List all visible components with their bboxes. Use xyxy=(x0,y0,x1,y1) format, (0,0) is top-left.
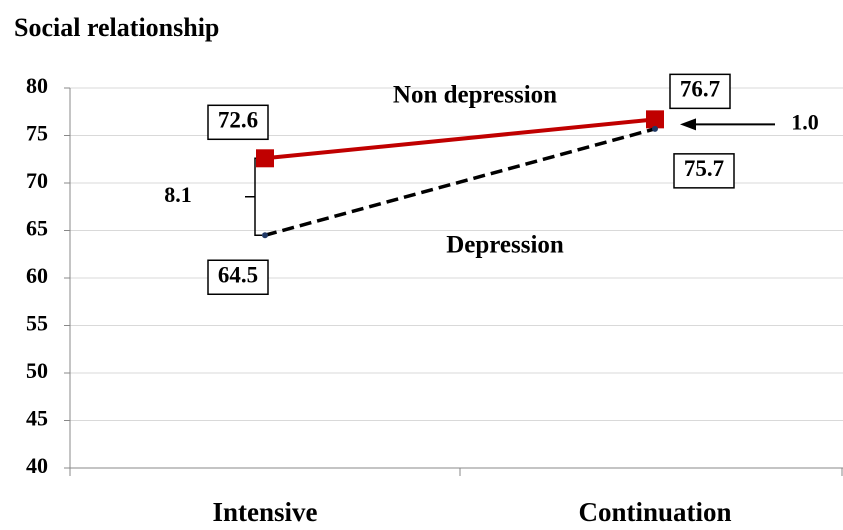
annotation: 8.1 xyxy=(164,182,192,207)
annotation: 1.0 xyxy=(791,109,819,134)
data-label: 64.5 xyxy=(218,263,258,288)
y-tick-label: 40 xyxy=(26,453,48,478)
y-tick-label: 60 xyxy=(26,263,48,288)
data-label-box xyxy=(207,259,269,295)
data-label: 75.7 xyxy=(684,156,724,181)
chart-title: Social relationship xyxy=(14,13,219,42)
y-tick-label: 50 xyxy=(26,358,48,383)
y-tick-label: 75 xyxy=(26,121,48,146)
data-label: 76.7 xyxy=(680,77,720,102)
data-label-box xyxy=(207,104,269,141)
x-tick-label: Intensive xyxy=(212,497,317,527)
x-tick-label: Continuation xyxy=(578,497,731,527)
marker xyxy=(256,149,274,168)
arrow-head xyxy=(680,118,696,131)
y-tick-label: 45 xyxy=(26,406,48,431)
marker xyxy=(262,232,268,239)
y-tick-label: 80 xyxy=(26,73,48,98)
series-line xyxy=(264,127,656,237)
data-label-box xyxy=(669,73,731,110)
y-tick-label: 65 xyxy=(26,216,48,241)
marker xyxy=(652,125,658,132)
data-label: 72.6 xyxy=(218,108,258,133)
series-label: Depression xyxy=(446,232,564,259)
data-label-box xyxy=(673,153,735,189)
difference-bracket xyxy=(245,157,262,236)
y-tick-label: 55 xyxy=(26,311,48,336)
y-tick-label: 70 xyxy=(26,168,48,193)
series-label: Non depression xyxy=(393,82,557,109)
series-line xyxy=(264,117,656,161)
marker xyxy=(646,110,664,129)
